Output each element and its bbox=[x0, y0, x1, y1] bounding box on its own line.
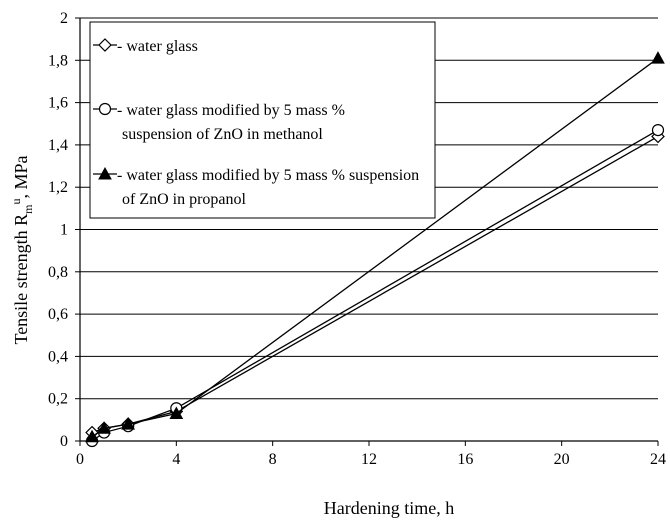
data-point-triangle bbox=[169, 406, 184, 420]
series-triangle bbox=[85, 51, 665, 443]
legend-item-circle: - water glass modified by 5 mass % suspen… bbox=[93, 102, 345, 143]
legend-marker-triangle bbox=[98, 166, 112, 180]
data-point-triangle bbox=[121, 417, 136, 430]
legend: - water glass - water glass modified by 5… bbox=[89, 21, 436, 219]
y-tick-label: 1 bbox=[60, 222, 68, 239]
y-tick-label: 1,4 bbox=[48, 137, 68, 154]
x-tick-label: 16 bbox=[457, 451, 473, 468]
x-tick-label: 8 bbox=[269, 451, 277, 468]
data-point-triangle bbox=[85, 429, 99, 443]
legend-label: - water glass modified by 5 mass % bbox=[117, 102, 345, 119]
x-tick-label: 0 bbox=[76, 451, 84, 468]
y-tick-label: 0 bbox=[60, 433, 68, 450]
data-point-triangle bbox=[651, 51, 665, 64]
y-axis-title-superscript: u bbox=[9, 198, 23, 204]
y-tick-label: 1,2 bbox=[48, 179, 68, 196]
legend-label: - water glass bbox=[117, 38, 198, 55]
y-tick-label: 0,2 bbox=[48, 391, 68, 408]
legend-item-triangle: - water glass modified by 5 mass % suspe… bbox=[93, 166, 419, 208]
data-point-triangle bbox=[97, 421, 111, 434]
x-tick-label: 24 bbox=[650, 451, 666, 468]
data-point-circle bbox=[651, 123, 665, 137]
legend-label: of ZnO in propanol bbox=[122, 191, 247, 208]
y-axis-title-prefix: Tensile strength R bbox=[11, 214, 31, 345]
y-tick-label: 0,6 bbox=[48, 306, 68, 323]
y-tick-label: 1,8 bbox=[48, 52, 68, 69]
y-axis-title-suffix: , MPa bbox=[11, 155, 31, 198]
legend-label: suspension of ZnO in methanol bbox=[122, 126, 323, 143]
series-group bbox=[85, 51, 665, 448]
x-tick-label: 4 bbox=[172, 451, 180, 468]
legend-item-diamond: - water glass bbox=[93, 38, 198, 55]
x-axis-title: Hardening time, h bbox=[324, 498, 454, 518]
legend-box bbox=[89, 21, 436, 219]
y-tick-label: 2 bbox=[60, 10, 68, 27]
y-axis-title-subscript: m bbox=[21, 204, 35, 214]
legend-marker-diamond bbox=[98, 38, 112, 52]
y-tick-label: 1,6 bbox=[48, 95, 68, 112]
legend-label: - water glass modified by 5 mass % suspe… bbox=[117, 167, 419, 184]
y-tick-label: 0,4 bbox=[48, 348, 68, 365]
x-tick-label: 20 bbox=[554, 451, 570, 468]
y-axis-title: Tensile strength Rmu, MPa bbox=[9, 155, 35, 344]
tick-labels: 00,20,40,60,811,21,41,61,820 4 8 12 16 20 24 bbox=[48, 10, 666, 468]
x-tick-label: 12 bbox=[361, 451, 377, 468]
y-tick-label: 0,8 bbox=[48, 264, 68, 281]
legend-marker-circle bbox=[98, 102, 112, 116]
